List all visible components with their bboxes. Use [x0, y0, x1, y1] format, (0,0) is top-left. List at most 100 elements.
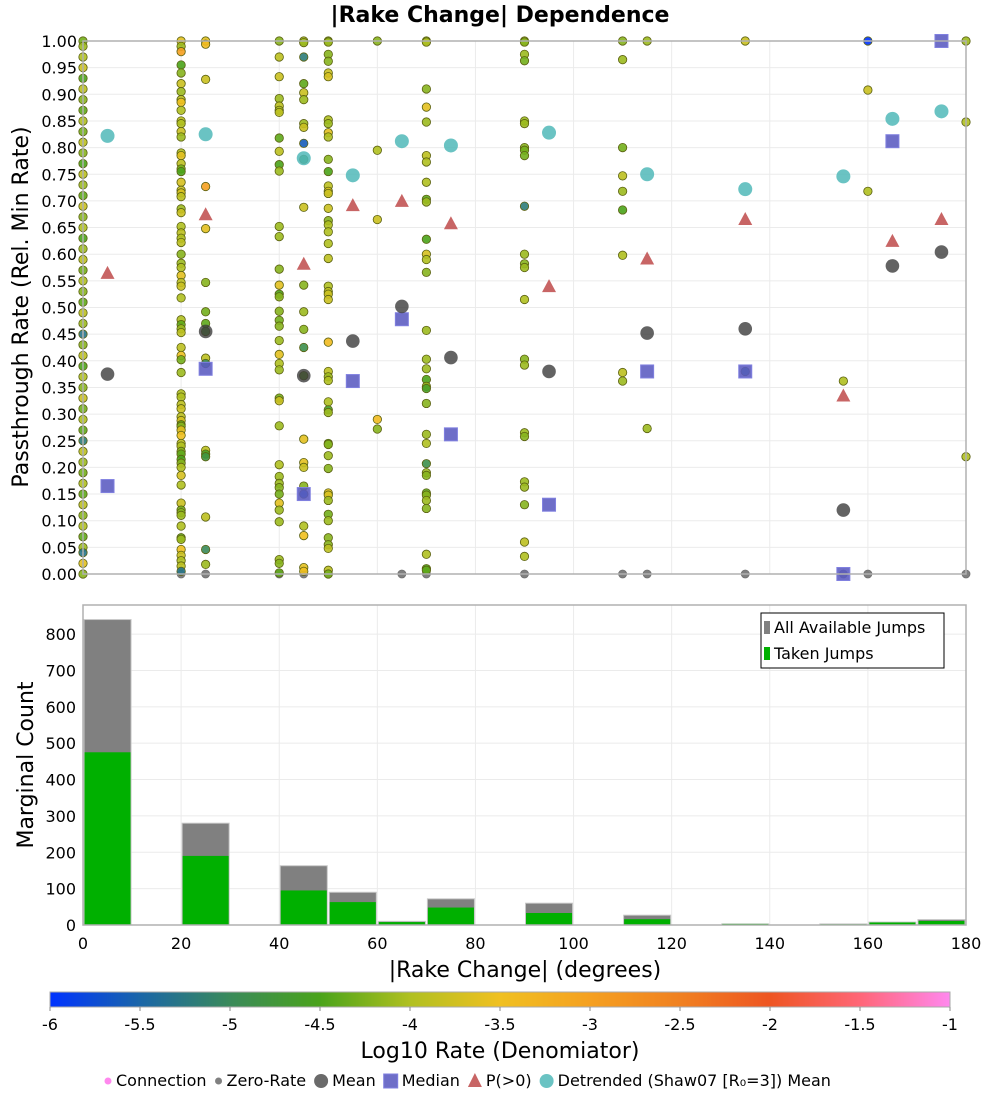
connection-point	[421, 234, 431, 244]
histogram-y-tick-label: 0	[66, 916, 76, 935]
mean-marker	[885, 259, 900, 273]
colorbar: -6 -5.5 -5 -4.5 -4 -3.5 -3 -2.5 -2 -1.5 -1 Log10 R…	[42, 991, 958, 1064]
p-gt-0-marker	[296, 256, 311, 270]
histogram-y-tick-label: 300	[45, 807, 76, 826]
detrended-mean-marker	[836, 169, 851, 184]
connection-point	[176, 521, 186, 531]
connection-point	[274, 396, 284, 406]
detrended-mean-marker	[640, 167, 655, 182]
p-gt-0-marker	[100, 265, 115, 279]
detrended-mean-marker	[443, 138, 458, 153]
connection-point	[618, 250, 628, 260]
connection-point	[176, 342, 186, 353]
median-marker	[738, 364, 753, 379]
detrended-mean-marker	[738, 182, 753, 197]
connection-point	[618, 55, 628, 65]
connection-point	[299, 324, 309, 334]
mean-marker	[738, 322, 753, 336]
mean-marker	[542, 364, 556, 379]
connection-point	[421, 325, 431, 336]
connection-point	[299, 280, 309, 290]
connection-point	[274, 133, 284, 143]
connection-point	[176, 68, 186, 78]
connection-point	[323, 439, 333, 450]
mean-marker	[934, 245, 949, 259]
connection-point	[519, 360, 530, 370]
connection-point	[421, 549, 431, 559]
connection-point	[323, 294, 333, 305]
legend-label-p-0: P(>0)	[486, 1071, 532, 1090]
connection-point	[274, 52, 284, 62]
connection-point	[421, 364, 431, 374]
histogram-legend-box	[760, 612, 945, 669]
median-marker	[100, 479, 115, 494]
connection-point	[201, 74, 211, 84]
connection-point	[274, 221, 284, 232]
histogram-x-tick-label: 40	[269, 934, 289, 953]
median-marker	[394, 312, 409, 327]
connection-point	[421, 398, 431, 409]
connection-point	[618, 143, 628, 153]
colorbar-tick-label: -1.5	[844, 1015, 875, 1034]
connection-point	[421, 383, 431, 394]
connection-point	[372, 145, 382, 155]
connection-point	[176, 327, 186, 338]
p-gt-0-marker	[542, 279, 557, 293]
connection-point	[519, 482, 530, 492]
histogram-y-tick-label: 800	[45, 625, 76, 644]
connection-point	[421, 495, 431, 506]
connection-point	[421, 117, 431, 127]
connection-point	[274, 107, 284, 118]
connection-point	[274, 72, 284, 82]
connection-point	[323, 56, 333, 66]
connection-point	[176, 119, 186, 129]
connection-point	[176, 177, 186, 187]
median-marker	[345, 374, 360, 389]
histogram-y-tick-label: 700	[45, 661, 76, 680]
legend-label-detrended-shaw07-r-3-mean: Detrended (Shaw07 [R₀=3]) Mean	[558, 1071, 831, 1090]
histogram-y-tick-label: 600	[45, 698, 76, 717]
connection-point	[323, 72, 333, 82]
connection-point	[421, 102, 431, 112]
connection-point	[201, 512, 211, 522]
connection-point	[421, 197, 431, 207]
connection-point	[274, 335, 284, 346]
connection-point	[618, 171, 628, 181]
connection-point	[201, 277, 211, 288]
histogram-x-tick-label: 80	[465, 934, 485, 953]
connection-point	[274, 264, 284, 274]
connection-point	[421, 84, 431, 94]
connection-point	[176, 404, 186, 414]
median-marker	[885, 134, 900, 149]
connection-point	[299, 521, 309, 531]
connection-point	[201, 559, 211, 570]
connection-point	[176, 60, 186, 70]
connection-point	[323, 463, 333, 474]
connection-point	[421, 354, 431, 364]
connection-point	[274, 306, 284, 316]
connection-point	[421, 438, 431, 449]
p-gt-0-marker	[640, 251, 655, 265]
connection-point	[323, 451, 333, 461]
p-gt-0-marker	[198, 207, 213, 221]
scatter-y-ticks: 0.00 0.05 0.10 0.15 0.20 0.25 0.30 0.35 0.40 0.45…	[41, 32, 77, 584]
connection-point	[323, 516, 333, 526]
connection-point	[176, 534, 186, 544]
connection-point	[176, 249, 186, 259]
connection-point	[323, 337, 333, 347]
colorbar-gradient	[49, 991, 951, 1008]
median-marker	[296, 487, 311, 502]
connection-point	[176, 237, 186, 248]
connection-point	[519, 249, 530, 259]
connection-point	[299, 79, 309, 89]
scatter-y-tick-label: 0.85	[41, 112, 77, 131]
connection-point	[176, 462, 186, 472]
legend-label-taken-jumps: Taken Jumps	[773, 644, 874, 663]
connection-point	[299, 531, 309, 541]
legend-icon-zero-rate	[215, 1077, 223, 1085]
connection-point	[176, 262, 186, 273]
connection-point	[176, 47, 186, 57]
colorbar-tick-label: -2.5	[664, 1015, 695, 1034]
connection-point	[323, 238, 333, 249]
detrended-mean-marker	[296, 151, 311, 166]
